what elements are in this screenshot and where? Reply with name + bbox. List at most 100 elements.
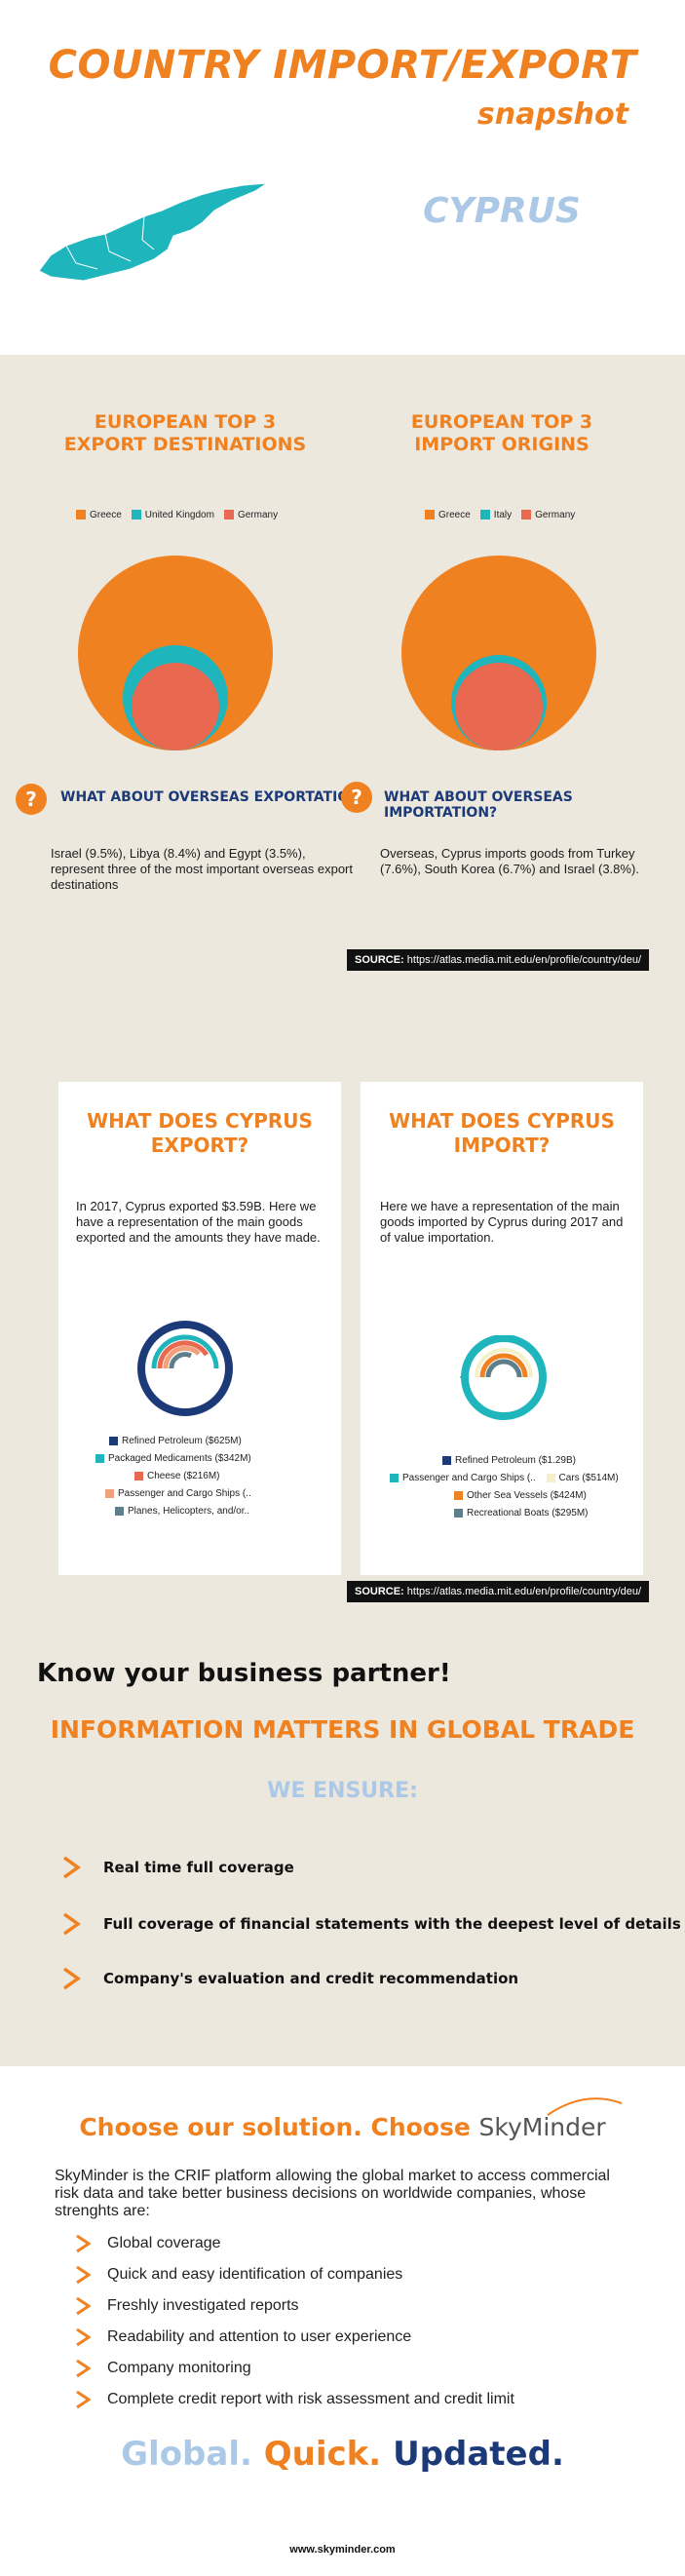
export-card-title: WHAT DOES CYPRUS EXPORT? — [58, 1109, 341, 1158]
feature-label: Freshly investigated reports — [107, 2297, 299, 2314]
question-icon: ? — [16, 784, 47, 815]
bubble-germany — [132, 663, 219, 750]
export-destinations-heading-line1: EUROPEAN TOP 3 — [94, 411, 277, 433]
source-note: SOURCE: https://atlas.media.mit.edu/en/p… — [347, 1581, 650, 1602]
import-origins-legend: Greece Italy Germany — [425, 510, 575, 520]
feature-item: Readability and attention to user experi… — [72, 2326, 411, 2349]
ensure-item-label: Company's evaluation and credit recommen… — [103, 1970, 519, 1987]
ensure-item: Company's evaluation and credit recommen… — [58, 1965, 518, 1992]
legend-item-other-sea-vessels: Other Sea Vessels ($424M) — [454, 1487, 619, 1505]
logo-swoosh-icon — [547, 2097, 623, 2116]
chevron-right-icon — [76, 2359, 92, 2378]
ring-cheese — [157, 1340, 209, 1369]
overseas-import-question: WHAT ABOUT OVERSEAS IMPORTATION? — [384, 789, 573, 821]
source-url: https://atlas.media.mit.edu/en/profile/c… — [406, 954, 642, 966]
page-subtitle: snapshot — [476, 97, 628, 132]
bubble-greece — [401, 556, 596, 750]
feature-label: Quick and easy identification of compani… — [107, 2266, 403, 2283]
we-ensure-heading: WE ENSURE: — [267, 1779, 418, 1803]
website-link[interactable]: www.skyminder.com — [289, 2544, 396, 2556]
page-title: COUNTRY IMPORT/EXPORT — [48, 43, 637, 88]
legend-item-uk: United Kingdom — [131, 510, 214, 520]
ring-passenger-cargo-ships — [475, 1348, 533, 1378]
export-destinations-legend: Greece United Kingdom Germany — [76, 510, 278, 520]
source-label: SOURCE: — [355, 1586, 404, 1597]
source-url: https://atlas.media.mit.edu/en/profile/c… — [406, 1586, 642, 1597]
question-icon: ? — [341, 782, 372, 813]
ensure-item-label: Real time full coverage — [103, 1859, 294, 1876]
feature-item: Complete credit report with risk assessm… — [72, 2388, 514, 2411]
feature-item: Freshly investigated reports — [72, 2294, 299, 2318]
ring-packaged-medicaments — [151, 1334, 219, 1369]
export-card-title-line1: WHAT DOES CYPRUS — [87, 1109, 313, 1133]
export-radial-chart — [137, 1321, 233, 1416]
import-card-text: Here we have a representation of the mai… — [380, 1199, 624, 1245]
feature-label: Company monitoring — [107, 2360, 251, 2376]
choose-solution-text: Choose our solution. Choose — [79, 2113, 471, 2141]
feature-label: Complete credit report with risk assessm… — [107, 2391, 514, 2407]
ensure-item: Full coverage of financial statements wi… — [58, 1910, 681, 1938]
overseas-export-text: Israel (9.5%), Libya (8.4%) and Egypt (3… — [51, 846, 353, 892]
legend-item-germany: Germany — [521, 510, 575, 520]
import-card — [361, 1082, 643, 1575]
slogan-updated: Updated. — [393, 2435, 564, 2474]
skyminder-logo: SkyMinder — [478, 2113, 606, 2141]
import-card-title-line2: IMPORT? — [453, 1134, 551, 1157]
legend-item-italy: Italy — [479, 510, 512, 520]
bubble-germany — [455, 663, 543, 750]
skyminder-description: SkyMinder is the CRIF platform allowing … — [55, 2168, 610, 2219]
legend-item-greece: Greece — [76, 510, 122, 520]
chevron-right-icon — [62, 1967, 82, 1990]
export-destinations-heading-line2: EXPORT DESTINATIONS — [63, 434, 307, 455]
legend-item-passenger-cargo: Passenger and Cargo Ships (.. — [105, 1485, 251, 1503]
chevron-right-icon — [76, 2234, 92, 2253]
slogan-global: Global. — [121, 2435, 252, 2474]
know-partner-heading: Know your business partner! — [37, 1659, 451, 1688]
import-card-title-line1: WHAT DOES CYPRUS — [389, 1109, 615, 1133]
ensure-item-label: Full coverage of financial statements wi… — [103, 1915, 681, 1933]
chevron-right-icon — [76, 2327, 92, 2347]
import-origins-heading-line2: IMPORT ORIGINS — [414, 434, 590, 455]
chevron-right-icon — [62, 1912, 82, 1936]
import-origins-heading: EUROPEAN TOP 3 IMPORT ORIGINS — [351, 411, 653, 456]
legend-item-passenger-cargo-and-cars: Passenger and Cargo Ships (.. Cars ($514… — [390, 1470, 619, 1487]
legend-item-recreational-boats: Recreational Boats ($295M) — [454, 1505, 619, 1522]
import-origins-chart — [401, 556, 596, 750]
ring-refined-petroleum — [137, 1321, 233, 1416]
legend-item-germany: Germany — [223, 510, 278, 520]
overseas-export-question: WHAT ABOUT OVERSEAS EXPORTATION? — [60, 789, 369, 805]
ring-other-sea-vessels — [479, 1353, 528, 1378]
import-radial-chart — [460, 1335, 547, 1420]
source-note: SOURCE: https://atlas.media.mit.edu/en/p… — [347, 949, 650, 971]
slogan: Global. Quick. Updated. — [0, 2435, 685, 2474]
legend-item-greece: Greece — [425, 510, 471, 520]
legend-item-refined-petroleum: Refined Petroleum ($625M) — [109, 1433, 251, 1450]
ensure-item: Real time full coverage — [58, 1854, 294, 1881]
feature-item: Company monitoring — [72, 2357, 251, 2380]
slogan-quick: Quick. — [263, 2435, 382, 2474]
cyprus-map-icon — [38, 182, 268, 282]
legend-item-refined-petroleum: Refined Petroleum ($1.29B) — [442, 1452, 619, 1470]
chevron-right-icon — [76, 2390, 92, 2409]
feature-label: Global coverage — [107, 2235, 221, 2251]
ring-refined-petroleum — [461, 1335, 547, 1420]
export-card-text: In 2017, Cyprus exported $3.59B. Here we… — [76, 1199, 321, 1245]
information-matters-heading: INFORMATION MATTERS IN GLOBAL TRADE — [50, 1715, 635, 1744]
ring-planes — [169, 1352, 193, 1369]
import-card-title: WHAT DOES CYPRUS IMPORT? — [361, 1109, 643, 1158]
overseas-import-text: Overseas, Cyprus imports goods from Turk… — [380, 846, 639, 876]
feature-label: Readability and attention to user experi… — [107, 2328, 412, 2345]
export-card-title-line2: EXPORT? — [150, 1134, 249, 1157]
import-origins-heading-line1: EUROPEAN TOP 3 — [410, 411, 593, 433]
legend-item-planes: Planes, Helicopters, and/or.. — [115, 1503, 251, 1520]
feature-item: Global coverage — [72, 2232, 221, 2255]
chevron-right-icon — [62, 1856, 82, 1879]
ring-recreational-boats — [485, 1359, 522, 1378]
choose-solution-heading: Choose our solution. Choose SkyMinder — [0, 2113, 685, 2141]
chevron-right-icon — [76, 2265, 92, 2285]
country-name: CYPRUS — [423, 191, 581, 231]
export-card-legend: Refined Petroleum ($625M) Packaged Medic… — [95, 1433, 251, 1520]
legend-item-packaged-medicaments: Packaged Medicaments ($342M) — [95, 1450, 251, 1468]
import-card-legend: Refined Petroleum ($1.29B) Passenger and… — [390, 1452, 619, 1522]
